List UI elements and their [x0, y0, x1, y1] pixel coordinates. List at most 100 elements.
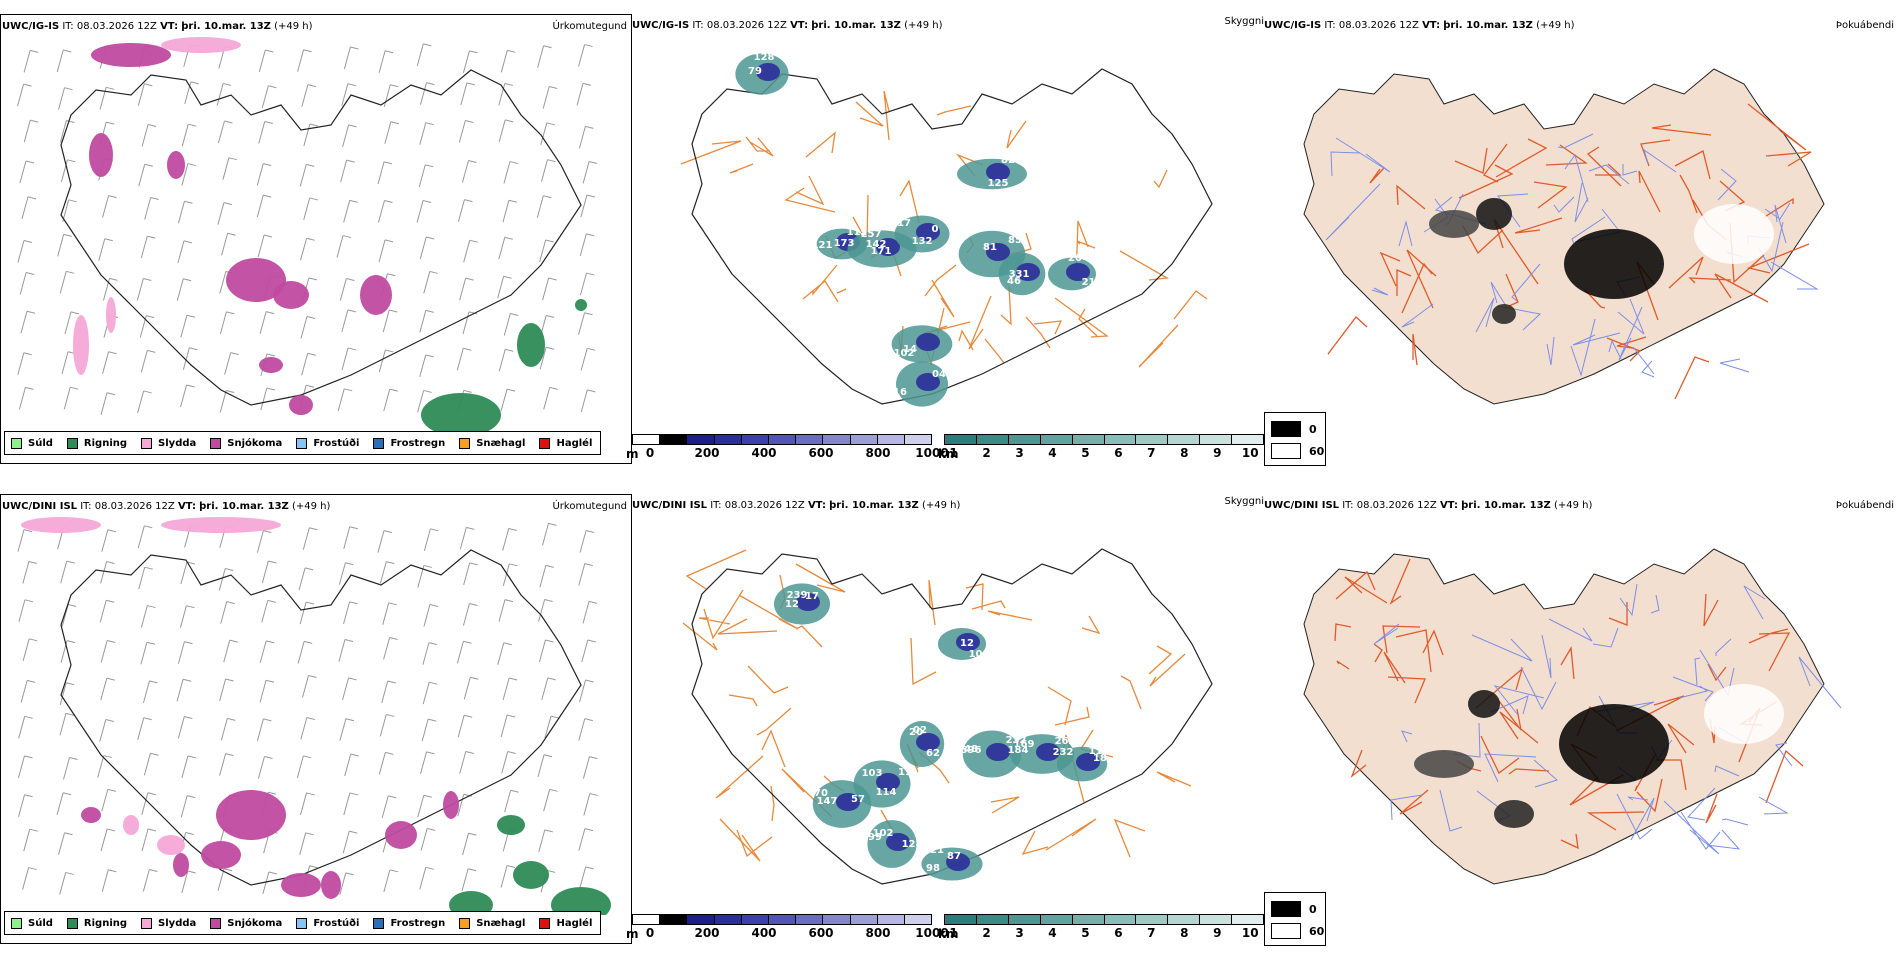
wind-barb	[302, 527, 310, 550]
wind-barb-flag	[303, 49, 312, 53]
wind-barb-flag	[106, 599, 115, 603]
wind-barb	[578, 563, 586, 586]
cloud-base-area	[876, 773, 900, 791]
wind-barb	[423, 604, 431, 627]
wind-barb	[543, 387, 551, 410]
wind-barb	[338, 562, 346, 585]
wind-barb	[299, 832, 307, 855]
wind-barb-flag	[589, 756, 598, 760]
wind-barb	[462, 832, 470, 856]
wind-barb-flag	[463, 389, 472, 393]
wind-barb-flag	[28, 867, 37, 871]
wind-barb-flag	[350, 753, 359, 757]
wind-barb-flag	[225, 678, 234, 682]
wind-barb	[138, 164, 146, 187]
wind-barb	[181, 163, 189, 186]
wind-barb	[463, 240, 471, 263]
fog-area	[1494, 800, 1534, 828]
colorbar-cell	[1072, 435, 1105, 444]
wind-barb-flag	[146, 315, 155, 319]
wind-barb-flag	[507, 714, 516, 718]
wind-barb	[138, 567, 146, 590]
wind-barb	[140, 605, 148, 628]
wind-barb-flag	[264, 120, 273, 124]
wind-barb	[17, 529, 25, 552]
wind-barb-flag	[150, 196, 159, 200]
wind-barb-flag	[144, 566, 153, 570]
wind-barb-flag	[466, 526, 475, 530]
wind-barb	[176, 278, 184, 301]
wind-barb-flag	[426, 751, 435, 755]
wind-barb-flag	[389, 388, 398, 392]
cloud-base-label: 103	[862, 768, 883, 779]
wind-barb	[539, 565, 547, 588]
wind-barb-flag	[389, 637, 398, 641]
wind-barb	[462, 603, 470, 626]
forecast-row-igis: UWC/IG-IS IT: 08.03.2026 12Z VT: þri. 10…	[0, 14, 1900, 484]
wind-barb	[578, 312, 586, 335]
wind-barb	[341, 309, 349, 332]
wind-barb	[19, 272, 27, 295]
wind-barb	[216, 83, 224, 106]
wind-barb	[142, 680, 150, 704]
wind-barb-flag	[508, 528, 517, 532]
wind-barb	[583, 793, 591, 816]
colorbar-cell	[1168, 435, 1201, 444]
wind-barb-flag	[543, 195, 552, 199]
wind-barb	[339, 278, 347, 301]
legend-swatch	[210, 917, 222, 929]
wind-barb	[22, 561, 30, 584]
colorbar-tick: 400	[751, 926, 777, 940]
legend-label: Frostregn	[390, 437, 446, 449]
wind-barb	[61, 351, 69, 374]
wind-barb	[142, 869, 150, 892]
colorbar-cell	[976, 435, 1009, 444]
fog-area	[1559, 704, 1669, 784]
wind-barb-flag	[508, 677, 518, 681]
wind-barb-flag	[147, 792, 156, 796]
panel-title: Þokuábendi	[1835, 500, 1894, 511]
wind-barb-flag	[507, 751, 516, 754]
wind-barb-flag	[425, 866, 434, 870]
wind-barb	[301, 353, 309, 376]
colorbar-tick: 1000	[915, 446, 949, 460]
wind-barb-flag	[23, 83, 32, 87]
wind-barb	[136, 278, 144, 301]
visibility-colorbar: 1 2 3 4 5 6 7 8 9 10 km	[938, 914, 1264, 941]
precip-area	[73, 315, 89, 375]
fog-area	[1429, 210, 1479, 238]
wind-barb	[379, 714, 387, 737]
wind-barb-flag	[227, 717, 236, 721]
wind-barb-flag	[106, 677, 115, 681]
wind-barb	[217, 202, 225, 225]
wind-barb-flag	[103, 755, 112, 759]
wind-barb	[540, 122, 548, 145]
wind-barb-flag	[586, 272, 595, 276]
wind-barb-flag	[263, 194, 272, 198]
wind-barb-flag	[506, 865, 516, 869]
cloud-base-label: 239	[787, 590, 808, 601]
panel-title: Skyggni	[1224, 496, 1264, 507]
wind-barb-flag	[222, 82, 232, 86]
colorbar-tick: 2	[982, 446, 991, 460]
cloud-base-label: 04	[932, 369, 946, 380]
wind-barb-flag	[263, 234, 273, 238]
wind-barb-flag	[469, 603, 478, 607]
legend-swatch	[373, 437, 385, 449]
wind-barb-flag	[349, 601, 358, 605]
wind-barb-flag	[386, 561, 395, 565]
wind-barb	[59, 271, 67, 294]
colorbar-cell	[633, 435, 661, 444]
wind-barb	[301, 84, 309, 107]
fog-index-map	[1303, 548, 1842, 885]
wind-barb-flag	[265, 679, 275, 683]
wind-barb	[342, 831, 350, 854]
cloud-base-label: 12	[960, 638, 974, 649]
colorbar-cell	[1008, 915, 1041, 924]
colorbar-cell	[741, 915, 769, 924]
wind-barb	[419, 236, 427, 260]
wind-barb-flag	[187, 163, 197, 167]
fog-legend: 0 60	[1264, 412, 1326, 466]
wind-barb	[99, 600, 107, 623]
wind-barb-flag	[106, 828, 116, 832]
